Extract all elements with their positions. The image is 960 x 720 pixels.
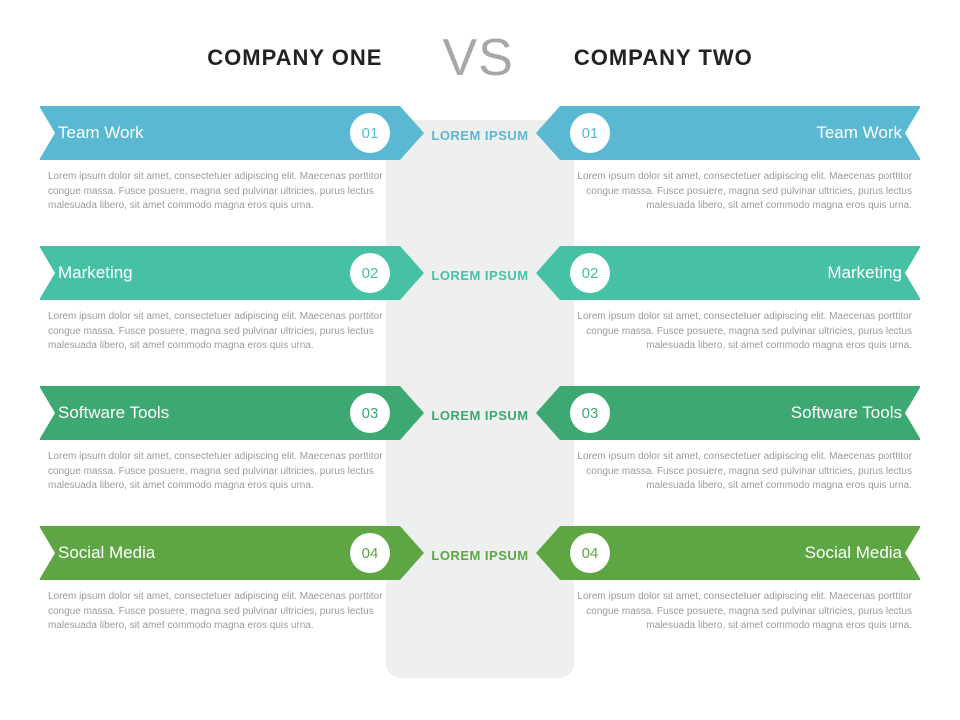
- right-arrow-bar: 02 Marketing: [560, 246, 920, 300]
- right-number-badge: 01: [570, 113, 610, 153]
- right-bar-title: Team Work: [816, 123, 902, 143]
- left-arrow-bar: Software Tools 03: [40, 386, 400, 440]
- left-bar-title: Social Media: [58, 543, 155, 563]
- right-arrow-bar: 04 Social Media: [560, 526, 920, 580]
- left-side: Software Tools 03 Lorem ipsum dolor sit am…: [40, 386, 400, 494]
- right-side: 03 Software Tools Lorem ipsum dolor sit am…: [560, 386, 920, 494]
- right-desc: Lorem ipsum dolor sit amet, consectetuer…: [560, 580, 920, 634]
- left-side: Marketing 02 Lorem ipsum dolor sit amet, c…: [40, 246, 400, 354]
- left-number-badge: 04: [350, 533, 390, 573]
- left-desc: Lorem ipsum dolor sit amet, consectetuer…: [40, 580, 400, 634]
- right-bar-title: Social Media: [805, 543, 902, 563]
- left-bar-title: Team Work: [58, 123, 144, 143]
- company-two-title: COMPANY TWO: [574, 45, 753, 71]
- left-arrow-bar: Marketing 02: [40, 246, 400, 300]
- left-arrow-bar: Team Work 01: [40, 106, 400, 160]
- right-desc: Lorem ipsum dolor sit amet, consectetuer…: [560, 440, 920, 494]
- right-arrow-bar: 01 Team Work: [560, 106, 920, 160]
- left-desc: Lorem ipsum dolor sit amet, consectetuer…: [40, 160, 400, 214]
- left-desc: Lorem ipsum dolor sit amet, consectetuer…: [40, 440, 400, 494]
- left-number-badge: 01: [350, 113, 390, 153]
- comparison-row: Marketing 02 Lorem ipsum dolor sit amet, c…: [40, 246, 920, 376]
- left-side: Team Work 01 Lorem ipsum dolor sit amet, c…: [40, 106, 400, 214]
- left-side: Social Media 04 Lorem ipsum dolor sit amet…: [40, 526, 400, 634]
- comparison-row: Software Tools 03 Lorem ipsum dolor sit am…: [40, 386, 920, 516]
- right-bar-title: Software Tools: [791, 403, 902, 423]
- right-number-badge: 04: [570, 533, 610, 573]
- header: COMPANY ONE VS COMPANY TWO: [0, 0, 960, 106]
- right-side: 04 Social Media Lorem ipsum dolor sit amet…: [560, 526, 920, 634]
- company-one-title: COMPANY ONE: [207, 45, 382, 71]
- right-arrow-bar: 03 Software Tools: [560, 386, 920, 440]
- right-number-badge: 02: [570, 253, 610, 293]
- comparison-row: Team Work 01 Lorem ipsum dolor sit amet, c…: [40, 106, 920, 236]
- right-side: 02 Marketing Lorem ipsum dolor sit amet, c…: [560, 246, 920, 354]
- right-side: 01 Team Work Lorem ipsum dolor sit amet, c…: [560, 106, 920, 214]
- right-desc: Lorem ipsum dolor sit amet, consectetuer…: [560, 160, 920, 214]
- comparison-body: Team Work 01 Lorem ipsum dolor sit amet, c…: [0, 106, 960, 656]
- left-number-badge: 03: [350, 393, 390, 433]
- right-number-badge: 03: [570, 393, 610, 433]
- right-desc: Lorem ipsum dolor sit amet, consectetuer…: [560, 300, 920, 354]
- vs-label: VS: [442, 28, 513, 88]
- comparison-row: Social Media 04 Lorem ipsum dolor sit amet…: [40, 526, 920, 656]
- left-bar-title: Marketing: [58, 263, 133, 283]
- left-number-badge: 02: [350, 253, 390, 293]
- left-arrow-bar: Social Media 04: [40, 526, 400, 580]
- left-desc: Lorem ipsum dolor sit amet, consectetuer…: [40, 300, 400, 354]
- right-bar-title: Marketing: [827, 263, 902, 283]
- left-bar-title: Software Tools: [58, 403, 169, 423]
